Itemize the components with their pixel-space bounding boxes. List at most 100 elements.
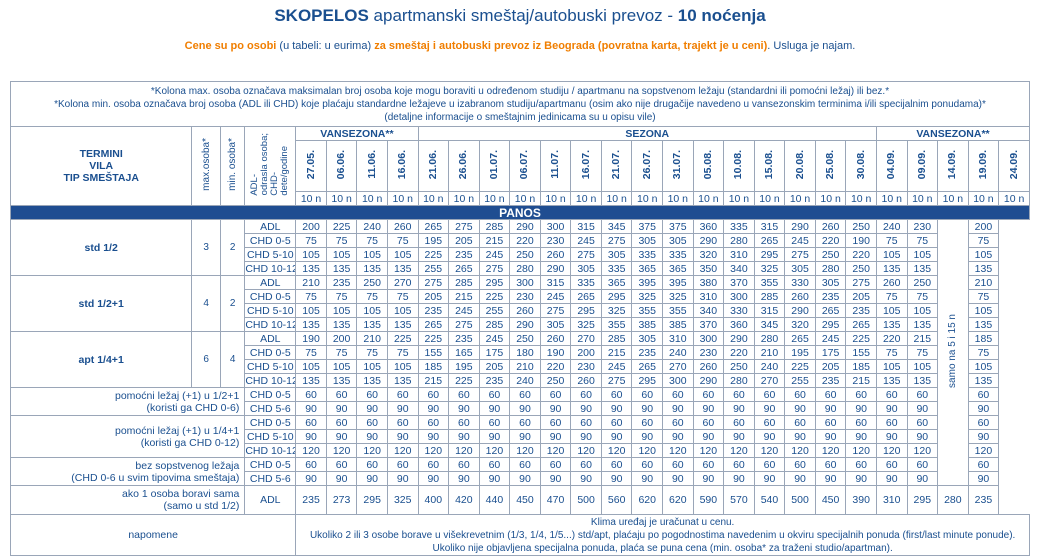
extra-label-line: (koristi ga CHD 0-12) <box>140 436 240 449</box>
price-cell: 60 <box>906 457 939 472</box>
price-cell: 260 <box>509 303 541 318</box>
price-cell: 335 <box>570 275 602 290</box>
price-cell: 290 <box>723 331 755 346</box>
price-cell: 280 <box>937 485 969 515</box>
price-cell: 400 <box>417 485 450 515</box>
price-cell: 315 <box>753 303 786 318</box>
nights-cell: 10 n <box>998 191 1030 206</box>
nights-cell: 10 n <box>631 191 664 206</box>
nights-cell: 10 n <box>845 191 877 206</box>
price-cell: 240 <box>875 219 908 234</box>
price-cell: 90 <box>600 429 633 444</box>
nights-cell: 10 n <box>753 191 786 206</box>
date-label: 04.09. <box>885 149 898 180</box>
date-label: 30.08. <box>854 149 867 180</box>
price-cell: 230 <box>539 233 572 248</box>
unit-min: 4 <box>219 331 246 388</box>
price-cell: 305 <box>631 233 664 248</box>
price-cell: 260 <box>386 219 419 234</box>
price-cell: 340 <box>723 261 755 276</box>
price-cell: 90 <box>448 471 480 486</box>
nights-cell: 10 n <box>356 191 388 206</box>
price-cell: 60 <box>295 457 327 472</box>
price-cell: 60 <box>570 415 602 430</box>
price-cell: 135 <box>356 261 388 276</box>
price-cell: 260 <box>784 289 816 304</box>
price-cell: 90 <box>417 429 450 444</box>
price-cell: 275 <box>478 261 511 276</box>
price-cell: 250 <box>509 331 541 346</box>
price-cell: 290 <box>509 317 541 332</box>
header-row-dates: 27.05. 06.06. 11.06. 16.06. 21.06. 26.06. 01.0… <box>11 140 1030 192</box>
age-cell: CHD 5-10 <box>244 247 297 262</box>
price-cell: 620 <box>662 485 694 515</box>
price-cell: 90 <box>723 471 755 486</box>
price-cell: 325 <box>753 261 786 276</box>
price-cell: 60 <box>417 387 450 402</box>
price-cell: 60 <box>753 415 786 430</box>
price-cell: 60 <box>631 457 664 472</box>
age-cell: ADL <box>244 485 297 515</box>
price-cell: 225 <box>386 331 419 346</box>
price-cell: 90 <box>356 429 388 444</box>
age-cell: CHD 5-10 <box>244 303 297 318</box>
price-cell: 90 <box>814 429 847 444</box>
header-age: ADL-odrasla osoba;CHD-dete/godine <box>244 126 297 206</box>
price-cell: 200 <box>325 331 358 346</box>
price-cell: 260 <box>692 359 725 374</box>
date-label: 19.09. <box>976 149 989 180</box>
price-cell: 235 <box>448 331 480 346</box>
price-cell: 75 <box>325 345 358 360</box>
price-cell: 345 <box>753 317 786 332</box>
price-cell: 305 <box>570 261 602 276</box>
header-row-seasons: TERMINI VILA TIP SMEŠTAJA max.osoba* min. os… <box>9 126 1031 206</box>
date-cell: 24.09. <box>998 140 1030 192</box>
age-cell: CHD 0-5 <box>244 289 297 304</box>
price-cell: 180 <box>509 345 541 360</box>
price-cell: 90 <box>386 471 419 486</box>
price-cell: 190 <box>295 331 327 346</box>
header-max-osoba: max.osoba* <box>191 126 221 206</box>
date-cell: 16.07. <box>570 140 602 192</box>
price-cell: 90 <box>753 471 786 486</box>
price-cell: 245 <box>600 359 633 374</box>
nights-cell: 10 n <box>448 191 480 206</box>
price-cell: 75 <box>386 233 419 248</box>
price-cell: 310 <box>662 331 694 346</box>
date-label: 01.07. <box>487 149 500 180</box>
age-cell: CHD 5-10 <box>244 359 297 374</box>
price-cell: 60 <box>692 387 725 402</box>
price-cell: 90 <box>448 429 480 444</box>
header-termini-line: TIP SMEŠTAJA <box>63 172 139 184</box>
price-cell: 120 <box>386 443 419 458</box>
price-cell: 375 <box>631 219 664 234</box>
price-cell: 280 <box>509 261 541 276</box>
price-cell: 60 <box>723 387 755 402</box>
price-cell: 325 <box>631 289 664 304</box>
price-cell: 245 <box>814 331 847 346</box>
price-cell: 60 <box>814 415 847 430</box>
price-cell: 60 <box>509 415 541 430</box>
price-cell: 275 <box>600 373 633 388</box>
price-cell: 75 <box>967 289 1000 304</box>
price-cell: 105 <box>906 247 939 262</box>
price-cell: 270 <box>753 373 786 388</box>
price-table: *Kolona max. osoba označava maksimalan b… <box>9 81 1031 556</box>
date-cell: 21.07. <box>600 140 633 192</box>
price-cell: 230 <box>692 345 725 360</box>
price-cell: 60 <box>539 457 572 472</box>
price-cell: 275 <box>570 247 602 262</box>
date-cell: 19.09. <box>967 140 1000 192</box>
price-cell: 105 <box>875 303 908 318</box>
price-cell: 295 <box>570 303 602 318</box>
price-cell: 340 <box>692 303 725 318</box>
price-cell: 90 <box>386 401 419 416</box>
price-cell: 290 <box>692 373 725 388</box>
price-cell: 90 <box>478 401 511 416</box>
price-cell: 305 <box>814 275 847 290</box>
date-cell: 15.08. <box>753 140 786 192</box>
date-label: 14.09. <box>946 149 959 180</box>
price-cell: 60 <box>386 457 419 472</box>
price-cell: 560 <box>600 485 633 515</box>
price-cell: 120 <box>478 443 511 458</box>
